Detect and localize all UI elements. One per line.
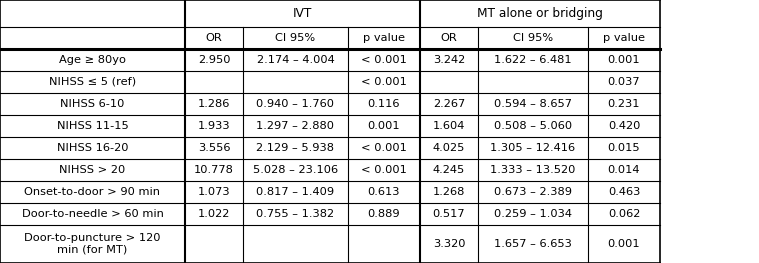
Text: 0.517: 0.517	[433, 209, 465, 219]
Text: NIHSS 6-10: NIHSS 6-10	[60, 99, 124, 109]
Text: 0.889: 0.889	[367, 209, 400, 219]
Text: 1.622 – 6.481: 1.622 – 6.481	[494, 55, 572, 65]
Text: 1.305 – 12.416: 1.305 – 12.416	[490, 143, 575, 153]
Text: p value: p value	[363, 33, 405, 43]
Text: 1.604: 1.604	[433, 121, 465, 131]
Text: 0.062: 0.062	[608, 209, 640, 219]
Text: 1.073: 1.073	[197, 187, 230, 197]
Text: CI 95%: CI 95%	[276, 33, 316, 43]
Text: p value: p value	[603, 33, 645, 43]
Text: 0.116: 0.116	[368, 99, 400, 109]
Text: 0.015: 0.015	[608, 143, 641, 153]
Text: 0.037: 0.037	[608, 77, 641, 87]
Text: 1.333 – 13.520: 1.333 – 13.520	[490, 165, 575, 175]
Text: < 0.001: < 0.001	[361, 165, 407, 175]
Text: 0.001: 0.001	[608, 55, 641, 65]
Text: 2.129 – 5.938: 2.129 – 5.938	[257, 143, 335, 153]
Text: 0.463: 0.463	[608, 187, 640, 197]
Text: Door-to-puncture > 120
min (for MT): Door-to-puncture > 120 min (for MT)	[24, 233, 161, 255]
Text: MT alone or bridging: MT alone or bridging	[477, 7, 603, 20]
Text: 2.174 – 4.004: 2.174 – 4.004	[257, 55, 335, 65]
Text: 0.508 – 5.060: 0.508 – 5.060	[494, 121, 572, 131]
Text: 0.594 – 8.657: 0.594 – 8.657	[494, 99, 572, 109]
Text: 1.933: 1.933	[197, 121, 230, 131]
Text: 0.817 – 1.409: 0.817 – 1.409	[257, 187, 335, 197]
Text: 2.950: 2.950	[198, 55, 230, 65]
Text: 0.014: 0.014	[608, 165, 641, 175]
Text: < 0.001: < 0.001	[361, 55, 407, 65]
Text: Onset-to-door > 90 min: Onset-to-door > 90 min	[24, 187, 160, 197]
Text: 3.320: 3.320	[433, 239, 465, 249]
Text: 4.245: 4.245	[433, 165, 465, 175]
Text: IVT: IVT	[293, 7, 312, 20]
Text: 0.613: 0.613	[368, 187, 400, 197]
Text: 4.025: 4.025	[433, 143, 465, 153]
Text: OR: OR	[206, 33, 222, 43]
Text: 5.028 – 23.106: 5.028 – 23.106	[253, 165, 338, 175]
Text: 0.001: 0.001	[608, 239, 641, 249]
Text: NIHSS > 20: NIHSS > 20	[59, 165, 126, 175]
Text: Door-to-needle > 60 min: Door-to-needle > 60 min	[21, 209, 163, 219]
Text: 1.657 – 6.653: 1.657 – 6.653	[494, 239, 572, 249]
Text: 1.297 – 2.880: 1.297 – 2.880	[257, 121, 335, 131]
Text: 0.755 – 1.382: 0.755 – 1.382	[257, 209, 335, 219]
Text: 1.268: 1.268	[433, 187, 465, 197]
Text: 0.231: 0.231	[608, 99, 641, 109]
Text: 0.259 – 1.034: 0.259 – 1.034	[494, 209, 572, 219]
Text: 1.286: 1.286	[198, 99, 230, 109]
Text: < 0.001: < 0.001	[361, 143, 407, 153]
Text: < 0.001: < 0.001	[361, 77, 407, 87]
Text: 0.673 – 2.389: 0.673 – 2.389	[494, 187, 572, 197]
Text: 3.556: 3.556	[198, 143, 230, 153]
Text: 3.242: 3.242	[433, 55, 465, 65]
Text: Age ≥ 80yo: Age ≥ 80yo	[59, 55, 126, 65]
Text: CI 95%: CI 95%	[513, 33, 553, 43]
Text: NIHSS ≤ 5 (ref): NIHSS ≤ 5 (ref)	[49, 77, 136, 87]
Text: 0.001: 0.001	[367, 121, 400, 131]
Text: NIHSS 11-15: NIHSS 11-15	[57, 121, 128, 131]
Text: 1.022: 1.022	[198, 209, 230, 219]
Text: 2.267: 2.267	[433, 99, 465, 109]
Text: 0.420: 0.420	[608, 121, 640, 131]
Text: 10.778: 10.778	[194, 165, 234, 175]
Text: NIHSS 16-20: NIHSS 16-20	[57, 143, 128, 153]
Text: OR: OR	[441, 33, 458, 43]
Text: 0.940 – 1.760: 0.940 – 1.760	[257, 99, 335, 109]
